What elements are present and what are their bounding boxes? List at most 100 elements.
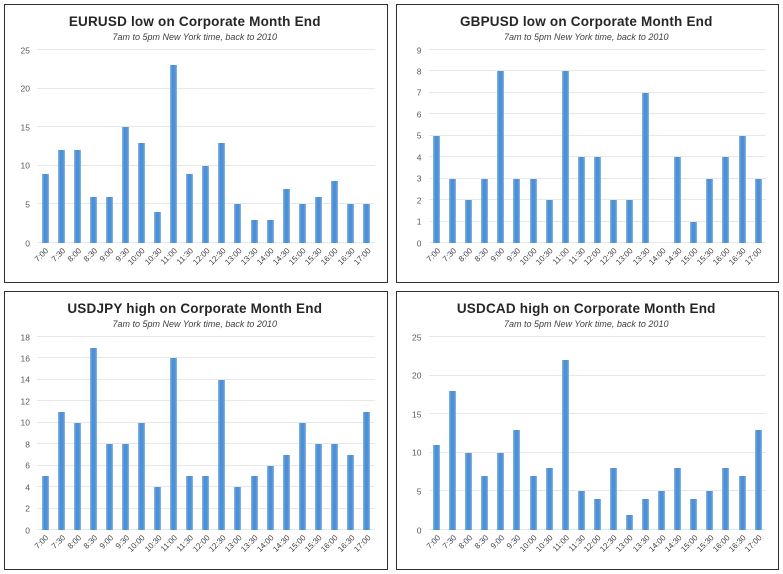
y-tick-label: 4 [25, 481, 30, 492]
bar-slot [214, 50, 230, 243]
x-tick-label: 7:30 [49, 533, 67, 551]
x-tick: 7:00 [33, 243, 53, 280]
bar [314, 444, 322, 530]
x-tick-label: 8:30 [473, 533, 491, 551]
bar-slot [359, 50, 375, 243]
bar-slot [101, 50, 117, 243]
bar [674, 157, 682, 243]
bar [545, 200, 553, 243]
bar-slot [702, 50, 718, 243]
x-tick-label: 8:00 [65, 533, 83, 551]
y-axis: 0 1 2 3 4 5 6 7 8 9 [403, 46, 425, 247]
bar [481, 178, 489, 243]
bar [202, 476, 210, 530]
bar [481, 475, 489, 530]
x-tick-label: 7:00 [424, 246, 443, 264]
bar [625, 200, 633, 243]
x-tick: 7:00 [425, 530, 445, 567]
chart-subtitle: 7am to 5pm New York time, back to 2010 [112, 319, 277, 329]
bar [690, 221, 698, 243]
bar [105, 196, 113, 243]
gridline [37, 87, 375, 89]
y-tick-label: 12 [20, 396, 30, 407]
y-tick-label: 15 [412, 408, 422, 419]
bar-slot [718, 337, 734, 530]
bar-slot [246, 337, 262, 530]
bar [529, 178, 537, 243]
bar-slot [686, 337, 702, 530]
bar-slot [605, 337, 621, 530]
bar [154, 212, 162, 243]
bar-slot [326, 337, 342, 530]
y-tick-label: 3 [416, 173, 422, 184]
y-tick-label: 15 [20, 121, 30, 132]
gridline [428, 490, 766, 492]
y-tick-label: 20 [412, 370, 422, 381]
y-tick-label: 0 [25, 237, 30, 248]
y-axis: 0 2 4 6 8 10 12 14 16 18 [11, 333, 33, 534]
gridline [37, 357, 375, 359]
bar [250, 476, 258, 530]
bar-slot [262, 50, 278, 243]
x-tick-label: 8:30 [473, 246, 491, 264]
y-tick-label: 4 [416, 151, 422, 162]
bar-slot [182, 50, 198, 243]
bar-slot [69, 337, 85, 530]
chart-panel-gbpusd: GBPUSD low on Corporate Month End 7am to… [395, 4, 779, 283]
bar-slot [37, 50, 53, 243]
bar-slot [429, 50, 445, 243]
x-tick-label: 8:00 [456, 533, 475, 551]
bar [57, 150, 65, 243]
chart-panel-usdjpy: USDJPY high on Corporate Month End 7am t… [4, 291, 388, 570]
chart-title: USDCAD high on Corporate Month End [456, 301, 716, 316]
gridline [428, 413, 766, 415]
chart-panel-usdcad: USDCAD high on Corporate Month End 7am t… [395, 291, 779, 570]
bar-slot [750, 50, 766, 243]
x-tick-label: 9:00 [97, 246, 116, 264]
bar-slot [429, 337, 445, 530]
y-tick-label: 14 [20, 374, 30, 385]
gridline [428, 91, 766, 93]
bar [73, 150, 81, 243]
bar [690, 499, 698, 530]
bar-slot [342, 50, 358, 243]
x-tick: 7:00 [424, 243, 445, 280]
y-tick-label: 10 [20, 417, 30, 428]
y-tick-label: 5 [416, 130, 422, 141]
bar-slot [278, 337, 294, 530]
bar [513, 429, 521, 530]
x-tick: 8:00 [457, 243, 477, 280]
y-tick-label: 6 [416, 109, 422, 120]
x-tick: 8:30 [81, 530, 101, 567]
bar-slot [638, 50, 654, 243]
gridline [37, 164, 375, 166]
bar [433, 445, 441, 530]
y-tick-label: 0 [416, 237, 422, 248]
bar-slot [278, 50, 294, 243]
bar [282, 454, 290, 530]
bar [186, 476, 194, 530]
y-axis: 0 5 10 15 20 25 [11, 46, 33, 247]
bar-slot [294, 337, 310, 530]
x-tick: 8:00 [65, 530, 85, 567]
bar [298, 422, 306, 530]
bar [497, 71, 505, 243]
bar [347, 454, 355, 530]
bar-slot [182, 337, 198, 530]
gridline [428, 374, 766, 376]
x-tick: 17:00 [352, 243, 375, 280]
x-tick-label: 8:30 [81, 533, 99, 551]
bar [722, 157, 730, 243]
x-tick: 17:00 [743, 530, 766, 567]
bar [577, 491, 585, 530]
y-tick-label: 16 [20, 353, 30, 364]
bar-slot [326, 50, 342, 243]
bar-slot [541, 50, 557, 243]
bar [642, 92, 650, 243]
bar-slot [589, 337, 605, 530]
bar-slot [573, 50, 589, 243]
gridline [428, 49, 766, 50]
x-tick-label: 9:00 [489, 246, 507, 264]
bar-slot [262, 337, 278, 530]
bar [154, 487, 162, 530]
